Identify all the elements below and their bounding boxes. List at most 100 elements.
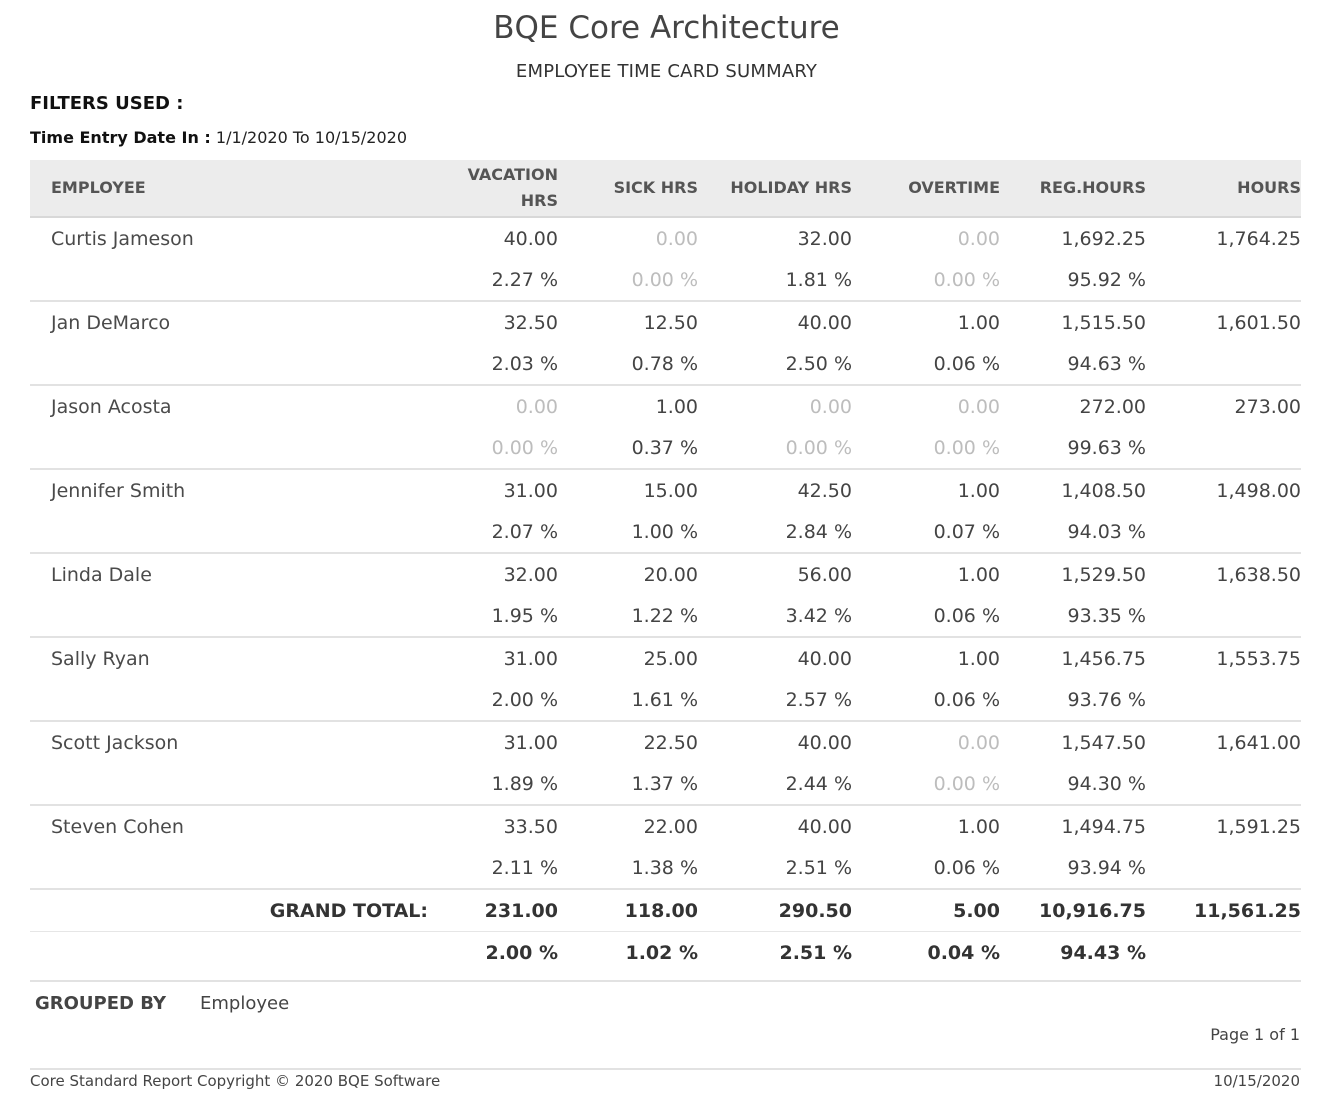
hours-cell: 25.00 <box>643 647 698 670</box>
hours-cell: 33.50 <box>503 815 558 838</box>
percent-cell: 2.84 % <box>698 511 852 554</box>
table-header-row: EMPLOYEE VACATION HRS SICK HRS HOLIDAY H… <box>30 160 1301 218</box>
hours-cell: 31.00 <box>503 647 558 670</box>
col-header-sick-hrs[interactable]: SICK HRS <box>558 160 698 218</box>
table-body: Curtis Jameson 40.00 0.00 32.00 0.00 1,692.25… <box>30 217 1301 973</box>
percent-cell: 2.03 % <box>444 343 558 386</box>
hours-cell: 1,456.75 <box>1061 647 1146 670</box>
filters-title: FILTERS USED : <box>30 93 184 114</box>
hours-cell: 56.00 <box>797 563 852 586</box>
employee-percent-row: 2.07 % 1.00 % 2.84 % 0.07 % 94.03 % <box>30 511 1301 554</box>
employee-hours-row: Sally Ryan 31.00 25.00 40.00 1.00 1,456.75 1,5… <box>30 637 1301 679</box>
grand-total-hours-cell: 11,561.25 <box>1146 888 1301 932</box>
hours-cell: 1,638.50 <box>1216 563 1301 586</box>
percent-cell: 0.37 % <box>558 427 698 470</box>
hours-cell: 0.00 <box>655 227 698 250</box>
hours-cell: 42.50 <box>797 479 852 502</box>
hours-cell: 31.00 <box>503 479 558 502</box>
col-header-employee[interactable]: EMPLOYEE <box>30 160 444 218</box>
percent-cell: 0.78 % <box>558 343 698 386</box>
employee-percent-row: 1.95 % 1.22 % 3.42 % 0.06 % 93.35 % <box>30 595 1301 638</box>
percent-cell: 0.00 % <box>852 427 1000 470</box>
empty-cell <box>1146 763 1301 806</box>
hours-cell: 40.00 <box>797 647 852 670</box>
col-header-vacation-hrs[interactable]: VACATION HRS <box>444 160 558 218</box>
grand-total-hours-cell: 5.00 <box>852 888 1000 932</box>
footer-divider <box>30 980 1301 982</box>
empty-cell <box>1146 595 1301 638</box>
percent-cell: 95.92 % <box>1000 259 1146 302</box>
employee-name: Scott Jackson <box>51 731 179 754</box>
empty-cell <box>1146 427 1301 470</box>
page-number: Page 1 of 1 <box>1210 1025 1300 1044</box>
hours-cell: 0.00 <box>809 395 852 418</box>
empty-cell <box>30 343 444 386</box>
hours-cell: 1.00 <box>655 395 698 418</box>
employee-hours-row: Jan DeMarco 32.50 12.50 40.00 1.00 1,515.50 1,… <box>30 301 1301 343</box>
empty-cell <box>30 259 444 302</box>
employee-percent-row: 2.27 % 0.00 % 1.81 % 0.00 % 95.92 % <box>30 259 1301 302</box>
filter-date-range: Time Entry Date In : 1/1/2020 To 10/15/2… <box>30 128 407 147</box>
employee-hours-row: Jason Acosta 0.00 1.00 0.00 0.00 272.00 273.00 <box>30 385 1301 427</box>
employee-percent-row: 0.00 % 0.37 % 0.00 % 0.00 % 99.63 % <box>30 427 1301 470</box>
col-header-hours[interactable]: HOURS <box>1146 160 1301 218</box>
grand-total-label: GRAND TOTAL: <box>30 888 444 932</box>
employee-name: Linda Dale <box>51 563 152 586</box>
hours-cell: 0.00 <box>957 731 1000 754</box>
filter-label: Time Entry Date In : <box>30 128 211 147</box>
percent-cell: 3.42 % <box>698 595 852 638</box>
hours-cell: 1,764.25 <box>1216 227 1301 250</box>
employee-percent-row: 2.11 % 1.38 % 2.51 % 0.06 % 93.94 % <box>30 847 1301 890</box>
hours-cell: 32.00 <box>797 227 852 250</box>
employee-name: Jan DeMarco <box>51 311 171 334</box>
grand-total-hours-cell: 231.00 <box>444 888 558 932</box>
percent-cell: 0.06 % <box>852 679 1000 722</box>
percent-cell: 0.00 % <box>698 427 852 470</box>
filter-value: 1/1/2020 To 10/15/2020 <box>215 128 407 147</box>
percent-cell: 93.35 % <box>1000 595 1146 638</box>
hours-cell: 1,591.25 <box>1216 815 1301 838</box>
employee-percent-row: 1.89 % 1.37 % 2.44 % 0.00 % 94.30 % <box>30 763 1301 806</box>
percent-cell: 93.94 % <box>1000 847 1146 890</box>
hours-cell: 1.00 <box>957 563 1000 586</box>
employee-percent-row: 2.00 % 1.61 % 2.57 % 0.06 % 93.76 % <box>30 679 1301 722</box>
grand-total-hours-cell: 118.00 <box>558 888 698 932</box>
percent-cell: 0.06 % <box>852 847 1000 890</box>
hours-cell: 22.50 <box>643 731 698 754</box>
percent-cell: 1.00 % <box>558 511 698 554</box>
percent-cell: 1.61 % <box>558 679 698 722</box>
employee-hours-row: Scott Jackson 31.00 22.50 40.00 0.00 1,547.50… <box>30 721 1301 763</box>
hours-cell: 20.00 <box>643 563 698 586</box>
hours-cell: 1,547.50 <box>1061 731 1146 754</box>
col-header-overtime[interactable]: OVERTIME <box>852 160 1000 218</box>
percent-cell: 2.11 % <box>444 847 558 890</box>
company-name: BQE Core Architecture <box>493 10 840 46</box>
copyright-text: Core Standard Report Copyright © 2020 BQ… <box>30 1072 441 1090</box>
time-card-table: EMPLOYEE VACATION HRS SICK HRS HOLIDAY H… <box>30 160 1301 973</box>
empty-cell <box>1146 679 1301 722</box>
print-date: 10/15/2020 <box>1213 1072 1300 1090</box>
percent-cell: 94.03 % <box>1000 511 1146 554</box>
percent-cell: 1.81 % <box>698 259 852 302</box>
employee-name: Jason Acosta <box>51 395 172 418</box>
percent-cell: 0.07 % <box>852 511 1000 554</box>
hours-cell: 1,601.50 <box>1216 311 1301 334</box>
grand-total-percent-cell: 94.43 % <box>1060 941 1146 964</box>
percent-cell: 2.00 % <box>444 679 558 722</box>
hours-cell: 273.00 <box>1234 395 1301 418</box>
empty-cell <box>30 679 444 722</box>
percent-cell: 2.51 % <box>698 847 852 890</box>
empty-cell <box>30 427 444 470</box>
hours-cell: 272.00 <box>1079 395 1146 418</box>
employee-hours-row: Curtis Jameson 40.00 0.00 32.00 0.00 1,692.25… <box>30 217 1301 259</box>
hours-cell: 1.00 <box>957 647 1000 670</box>
percent-cell: 1.22 % <box>558 595 698 638</box>
grouped-by-value: Employee <box>200 993 290 1014</box>
empty-cell <box>1146 343 1301 386</box>
empty-cell <box>30 763 444 806</box>
hours-cell: 40.00 <box>797 731 852 754</box>
employee-name: Curtis Jameson <box>51 227 194 250</box>
col-header-reg-hours[interactable]: REG.HOURS <box>1000 160 1146 218</box>
hours-cell: 1,494.75 <box>1061 815 1146 838</box>
col-header-holiday-hrs[interactable]: HOLIDAY HRS <box>698 160 852 218</box>
